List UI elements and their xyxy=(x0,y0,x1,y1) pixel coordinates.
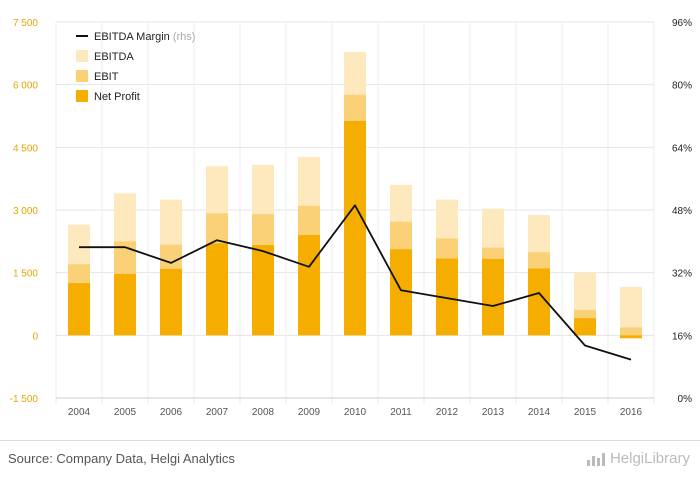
x-tick-label: 2016 xyxy=(620,407,643,418)
legend-swatch xyxy=(76,50,88,62)
y-right-tick-label: 80% xyxy=(672,81,692,92)
y-right-tick-label: 32% xyxy=(672,269,692,280)
x-tick-label: 2008 xyxy=(252,407,275,418)
bar-net-profit xyxy=(252,245,274,335)
source-note: Source: Company Data, Helgi Analytics xyxy=(8,451,235,466)
x-tick-label: 2013 xyxy=(482,407,505,418)
legend-label: EBITDA xyxy=(94,51,134,63)
y-left-tick-label: -1 500 xyxy=(10,394,39,405)
x-tick-label: 2010 xyxy=(344,407,367,418)
brand-name: HelgiLibrary xyxy=(610,450,690,467)
bar-net-profit xyxy=(206,243,228,335)
chart: -1 500 0 1 500 3 000 4 500 6 000 7 500 0% 16% 32%… xyxy=(0,0,700,440)
bar-net-profit xyxy=(298,235,320,335)
y-right-tick-label: 64% xyxy=(672,143,692,154)
y-left-tick-label: 1 500 xyxy=(13,269,38,280)
legend-swatch xyxy=(76,70,88,82)
brand-logo[interactable]: HelgiLibrary xyxy=(586,450,690,467)
bar-ebit xyxy=(620,327,642,335)
x-tick-label: 2009 xyxy=(298,407,321,418)
x-tick-label: 2004 xyxy=(68,407,91,418)
y-right-tick-label: 48% xyxy=(672,206,692,217)
y-right-tick-label: 0% xyxy=(678,394,693,405)
legend-swatch xyxy=(76,90,88,102)
y-left-tick-label: 6 000 xyxy=(13,81,38,92)
bar-net-profit xyxy=(160,269,182,335)
bar-net-profit xyxy=(482,259,504,335)
x-tick-label: 2015 xyxy=(574,407,597,418)
x-tick-label: 2006 xyxy=(160,407,183,418)
y-right-tick-label: 16% xyxy=(672,331,692,342)
bar-net-profit xyxy=(344,121,366,335)
legend-label-suffix: (rhs) xyxy=(173,31,196,43)
y-left-tick-label: 0 xyxy=(32,331,38,342)
y-left-tick-label: 3 000 xyxy=(13,206,38,217)
y-right-tick-label: 96% xyxy=(672,18,692,29)
x-tick-label: 2014 xyxy=(528,407,551,418)
legend-label: EBIT xyxy=(94,71,119,83)
legend-label: EBITDA Margin (rhs) xyxy=(94,31,195,43)
x-tick-label: 2007 xyxy=(206,407,229,418)
footer: Source: Company Data, Helgi Analytics He… xyxy=(0,440,700,484)
bar-net-profit xyxy=(68,283,90,335)
y-left-tick-label: 7 500 xyxy=(13,18,38,29)
x-tick-label: 2011 xyxy=(390,407,412,418)
bar-net-profit xyxy=(620,335,642,338)
x-tick-label: 2012 xyxy=(436,407,459,418)
legend-label: Net Profit xyxy=(94,91,140,103)
y-left-tick-label: 4 500 xyxy=(13,143,38,154)
bar-net-profit xyxy=(574,318,596,335)
x-tick-label: 2005 xyxy=(114,407,137,418)
bar-net-profit xyxy=(114,274,136,335)
bar-chart-icon xyxy=(586,451,606,467)
